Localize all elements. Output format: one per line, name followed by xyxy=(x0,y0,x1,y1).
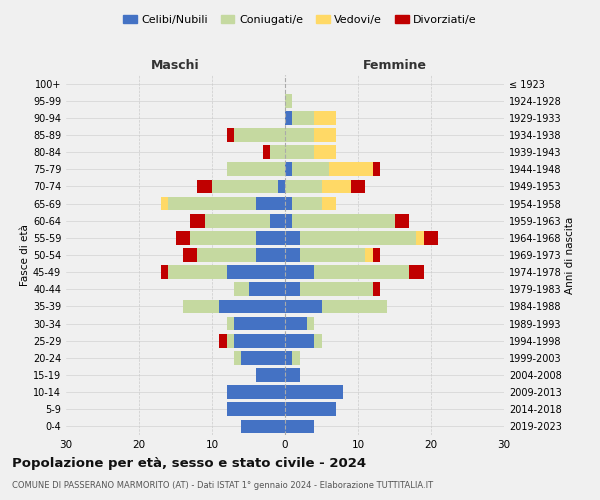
Bar xyxy=(365,248,373,262)
Bar xyxy=(256,248,285,262)
Bar xyxy=(307,316,314,330)
Bar xyxy=(424,231,439,244)
Bar xyxy=(271,146,285,159)
Bar xyxy=(278,180,285,194)
Bar xyxy=(285,111,292,124)
Bar xyxy=(285,128,314,142)
Bar xyxy=(285,282,299,296)
Bar xyxy=(176,231,190,244)
Bar xyxy=(183,300,220,314)
Bar xyxy=(227,128,234,142)
Bar xyxy=(212,180,278,194)
Bar xyxy=(183,248,197,262)
Bar xyxy=(292,214,395,228)
Bar xyxy=(161,266,168,279)
Bar xyxy=(395,214,409,228)
Bar xyxy=(227,266,285,279)
Bar xyxy=(234,282,248,296)
Bar xyxy=(314,128,336,142)
Y-axis label: Fasce di età: Fasce di età xyxy=(20,224,30,286)
Bar xyxy=(416,231,424,244)
Bar xyxy=(234,334,285,347)
Bar xyxy=(373,282,380,296)
Bar xyxy=(197,180,212,194)
Bar xyxy=(234,351,241,364)
Bar xyxy=(263,146,271,159)
Bar xyxy=(292,351,299,364)
Bar xyxy=(168,196,256,210)
Bar xyxy=(285,214,292,228)
Bar xyxy=(373,248,380,262)
Bar xyxy=(227,386,285,399)
Bar xyxy=(241,420,285,434)
Bar xyxy=(329,162,373,176)
Bar xyxy=(292,196,322,210)
Text: Popolazione per età, sesso e stato civile - 2024: Popolazione per età, sesso e stato civil… xyxy=(12,458,366,470)
Bar xyxy=(285,420,314,434)
Bar xyxy=(234,128,285,142)
Legend: Celibi/Nubili, Coniugati/e, Vedovi/e, Divorziati/e: Celibi/Nubili, Coniugati/e, Vedovi/e, Di… xyxy=(119,10,481,29)
Bar xyxy=(285,402,336,416)
Bar xyxy=(285,334,314,347)
Bar xyxy=(299,248,365,262)
Bar xyxy=(285,231,299,244)
Bar xyxy=(285,248,299,262)
Bar xyxy=(314,334,322,347)
Bar xyxy=(285,316,307,330)
Bar xyxy=(285,368,299,382)
Bar xyxy=(292,111,314,124)
Bar xyxy=(241,351,285,364)
Bar xyxy=(285,266,314,279)
Bar xyxy=(256,231,285,244)
Bar xyxy=(190,214,205,228)
Bar xyxy=(205,214,271,228)
Bar xyxy=(227,162,285,176)
Bar xyxy=(322,300,387,314)
Bar xyxy=(373,162,380,176)
Bar xyxy=(314,266,409,279)
Bar xyxy=(299,282,373,296)
Bar xyxy=(314,146,336,159)
Y-axis label: Anni di nascita: Anni di nascita xyxy=(565,216,575,294)
Bar xyxy=(292,162,329,176)
Bar xyxy=(220,334,227,347)
Bar xyxy=(285,351,292,364)
Bar xyxy=(220,300,285,314)
Bar xyxy=(285,386,343,399)
Text: Femmine: Femmine xyxy=(362,60,427,72)
Bar xyxy=(322,180,350,194)
Text: Maschi: Maschi xyxy=(151,60,200,72)
Bar xyxy=(285,146,314,159)
Bar xyxy=(285,94,292,108)
Bar xyxy=(271,214,285,228)
Bar xyxy=(285,162,292,176)
Bar xyxy=(350,180,365,194)
Bar xyxy=(190,231,256,244)
Bar xyxy=(299,231,416,244)
Bar xyxy=(285,180,322,194)
Bar xyxy=(285,196,292,210)
Bar xyxy=(161,196,168,210)
Bar xyxy=(168,266,227,279)
Bar xyxy=(256,368,285,382)
Bar xyxy=(227,316,234,330)
Bar xyxy=(227,334,234,347)
Bar xyxy=(197,248,256,262)
Bar xyxy=(227,402,285,416)
Bar xyxy=(322,196,336,210)
Bar xyxy=(314,111,336,124)
Bar xyxy=(285,300,322,314)
Bar xyxy=(256,196,285,210)
Bar xyxy=(234,316,285,330)
Bar xyxy=(248,282,285,296)
Text: COMUNE DI PASSERANO MARMORITO (AT) - Dati ISTAT 1° gennaio 2024 - Elaborazione T: COMUNE DI PASSERANO MARMORITO (AT) - Dat… xyxy=(12,481,433,490)
Bar xyxy=(409,266,424,279)
